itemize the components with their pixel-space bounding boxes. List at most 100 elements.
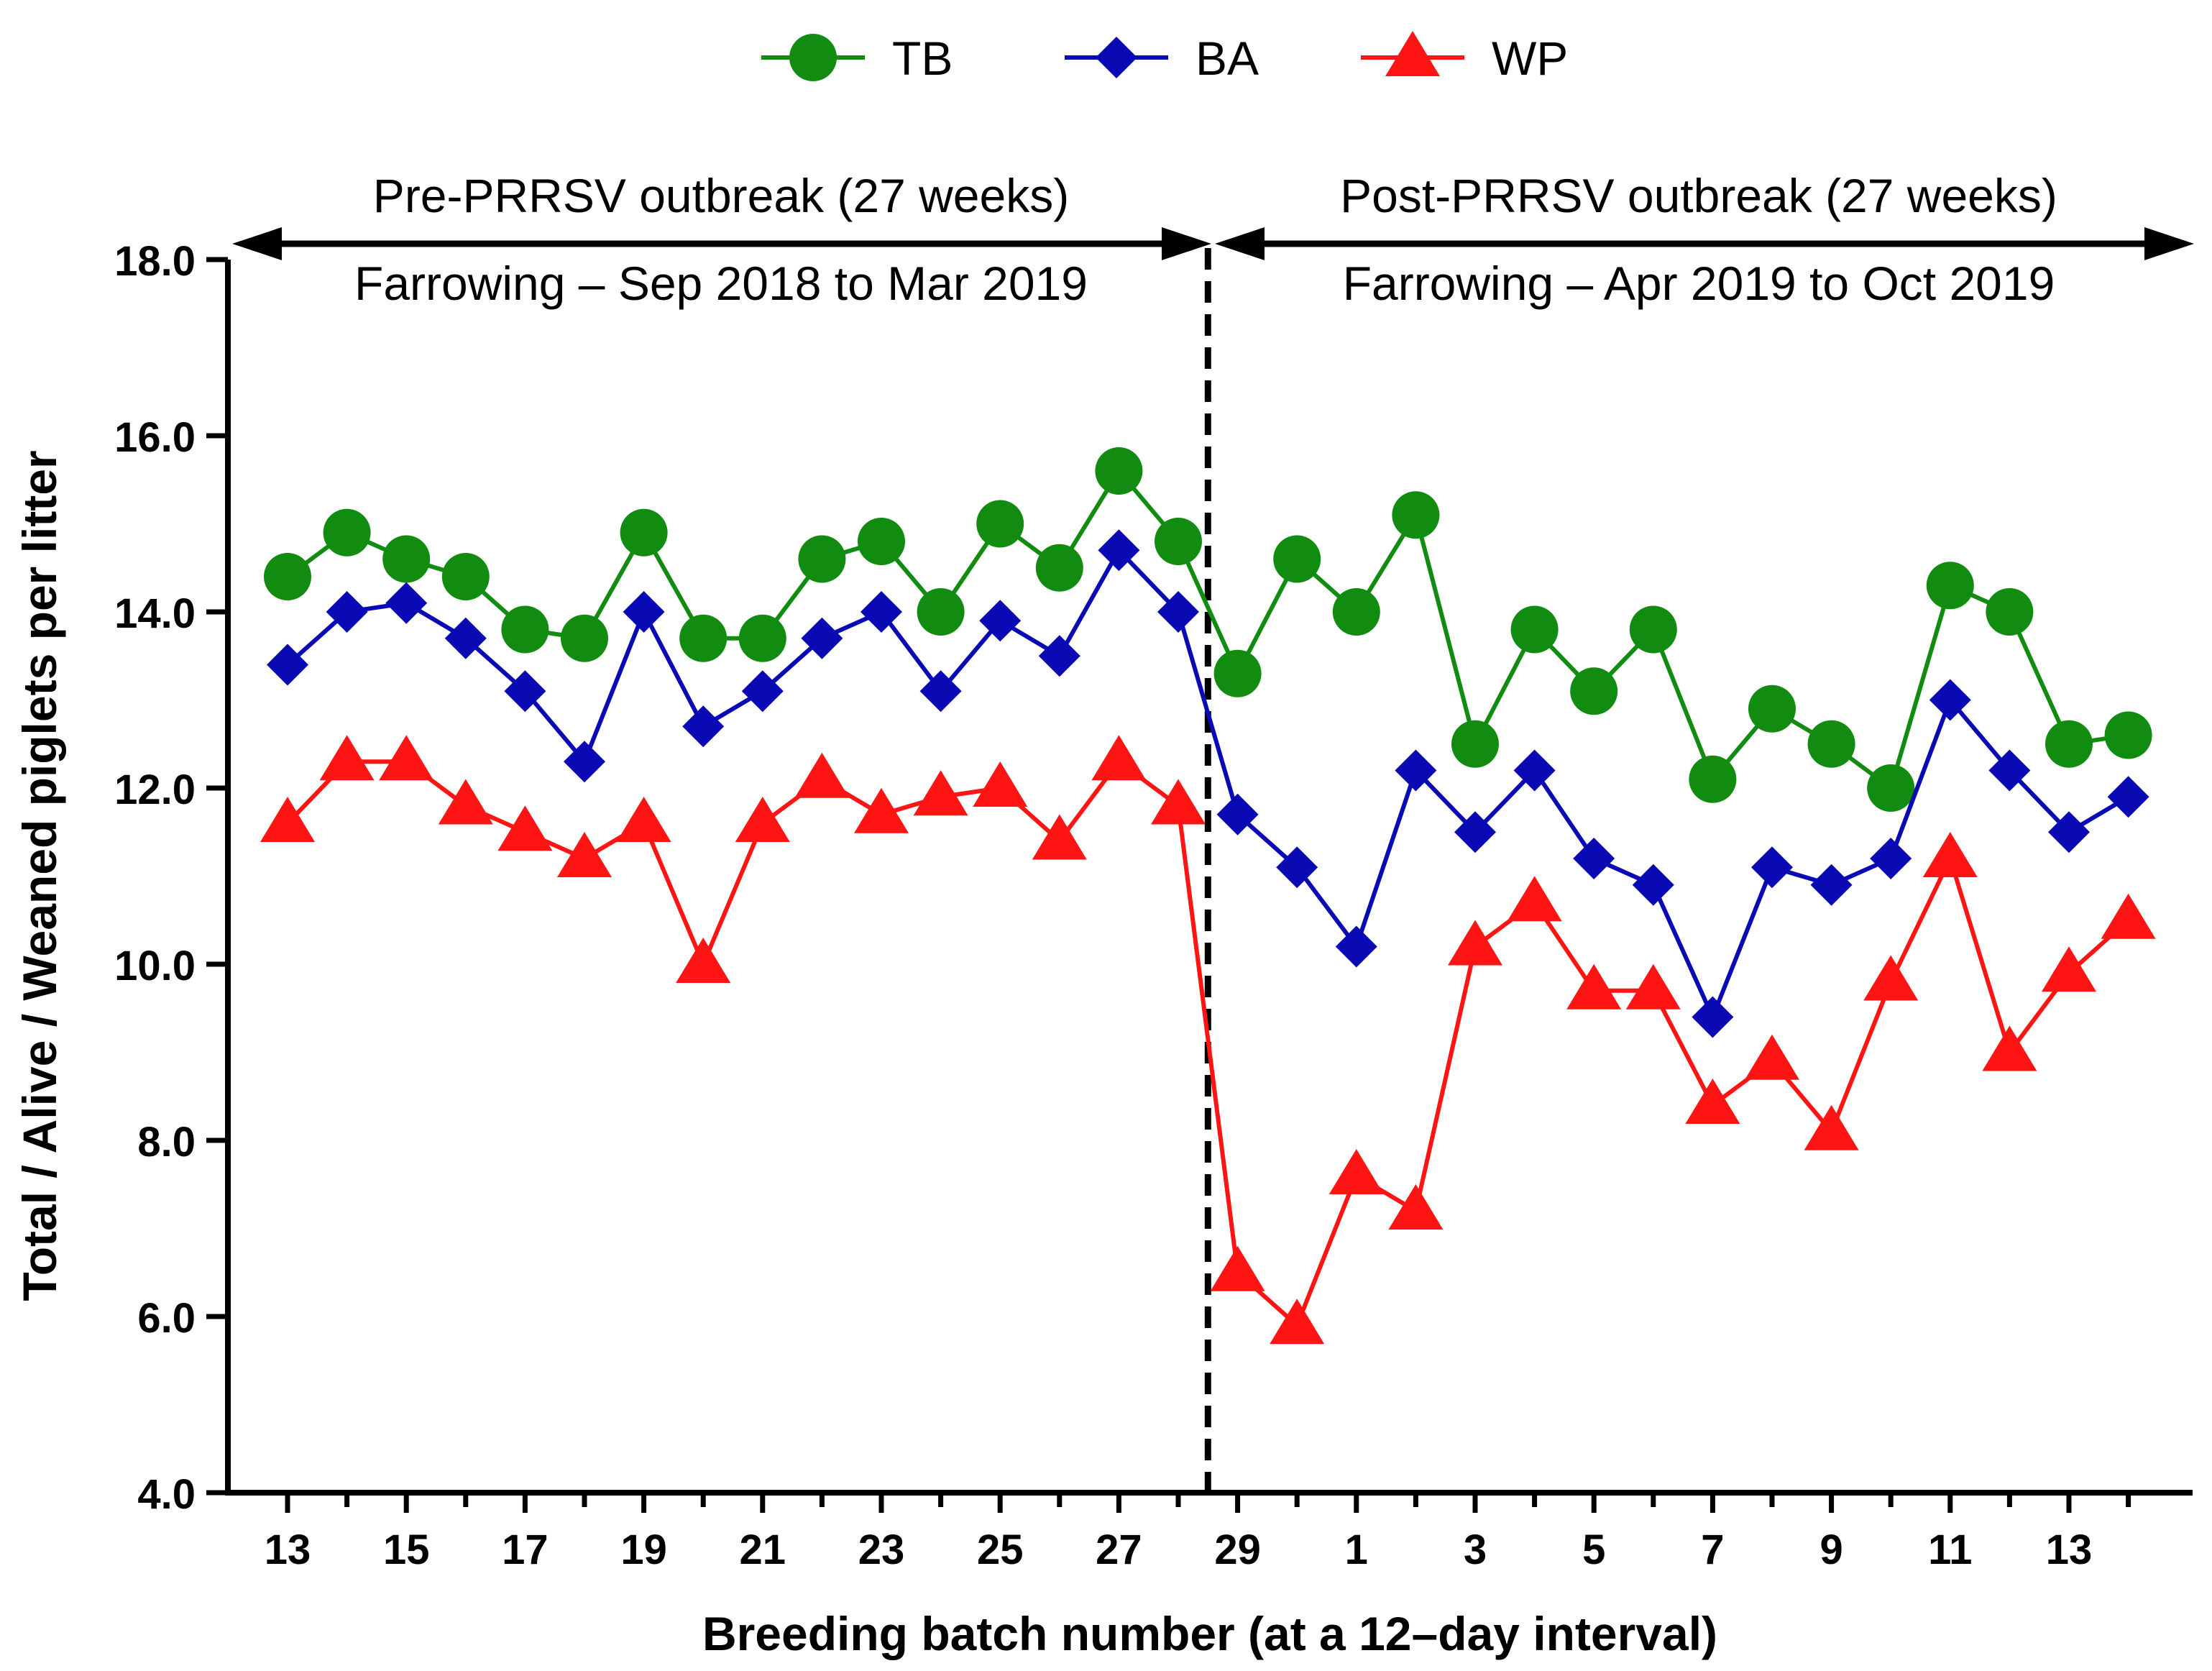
data-point-wp bbox=[1863, 955, 1919, 1001]
data-point-ba bbox=[682, 705, 725, 748]
data-point-wp bbox=[1685, 1079, 1740, 1124]
data-point-ba bbox=[1870, 838, 1912, 879]
data-point-wp bbox=[913, 770, 968, 816]
data-point-tb bbox=[1807, 720, 1855, 768]
data-point-ba bbox=[1692, 996, 1734, 1038]
data-point-tb bbox=[1748, 685, 1796, 733]
data-point-wp bbox=[1625, 963, 1681, 1010]
data-point-wp bbox=[973, 761, 1028, 807]
legend-label: BA bbox=[1196, 32, 1259, 85]
data-point-wp bbox=[1922, 832, 1978, 877]
data-point-wp bbox=[676, 938, 731, 983]
data-point-ba bbox=[623, 591, 665, 633]
data-point-tb bbox=[1689, 755, 1737, 803]
data-point-wp bbox=[379, 735, 434, 781]
pre-outbreak-title: Pre-PRRSV outbreak (27 weeks) bbox=[373, 169, 1069, 222]
data-point-wp bbox=[1270, 1299, 1325, 1345]
data-point-wp bbox=[438, 779, 493, 825]
data-point-tb bbox=[382, 535, 431, 583]
data-point-wp bbox=[854, 787, 909, 833]
data-point-ba bbox=[326, 591, 368, 633]
data-point-tb bbox=[1926, 562, 1974, 610]
data-point-ba bbox=[1573, 838, 1615, 879]
data-point-tb bbox=[1510, 605, 1559, 654]
data-point-wp bbox=[1210, 1245, 1265, 1291]
data-point-tb bbox=[264, 553, 311, 600]
data-point-ba bbox=[564, 741, 605, 783]
x-tick-label: 1 bbox=[1345, 1526, 1368, 1573]
x-tick-label: 5 bbox=[1582, 1526, 1605, 1573]
post-outbreak-title: Post-PRRSV outbreak (27 weeks) bbox=[1340, 169, 2057, 222]
data-point-tb bbox=[1451, 720, 1499, 768]
data-point-wp bbox=[557, 832, 612, 877]
data-point-ba bbox=[1216, 793, 1259, 836]
x-tick-label: 23 bbox=[858, 1526, 905, 1573]
data-point-tb bbox=[561, 614, 608, 662]
x-axis-ticks: 13 15 17 19 21 23 25 27 29 1 3 5 7 9 11 13 bbox=[265, 1493, 2131, 1573]
x-tick-label: 19 bbox=[620, 1526, 667, 1573]
data-point-tb bbox=[1986, 588, 2034, 636]
post-outbreak-arrow-left-head bbox=[1215, 227, 1265, 260]
data-point-tb bbox=[917, 588, 965, 636]
data-point-ba bbox=[919, 670, 962, 713]
legend-label: WP bbox=[1492, 32, 1568, 85]
data-point-tb bbox=[858, 518, 905, 565]
data-point-wp bbox=[616, 797, 671, 842]
data-point-ba bbox=[1098, 529, 1140, 572]
x-tick-label: 13 bbox=[265, 1526, 311, 1573]
legend: TB BA WP bbox=[761, 31, 1568, 85]
y-tick-label: 8.0 bbox=[137, 1119, 196, 1166]
data-point-tb bbox=[2104, 711, 2152, 759]
data-point-tb bbox=[1273, 535, 1321, 583]
legend-marker-circle bbox=[789, 34, 837, 81]
x-tick-label: 7 bbox=[1701, 1526, 1724, 1573]
data-point-ba bbox=[1276, 846, 1318, 889]
data-point-wp bbox=[2101, 893, 2156, 939]
data-point-wp bbox=[497, 805, 553, 851]
data-point-ba bbox=[444, 617, 487, 659]
x-tick-label: 15 bbox=[383, 1526, 430, 1573]
x-tick-label: 9 bbox=[1819, 1526, 1842, 1573]
data-point-ba bbox=[1929, 679, 1971, 721]
data-point-tb bbox=[1392, 491, 1440, 539]
data-point-ba bbox=[2048, 811, 2090, 853]
post-outbreak-subtitle: Farrowing – Apr 2019 to Oct 2019 bbox=[1343, 257, 2055, 310]
data-point-tb bbox=[2045, 720, 2093, 768]
data-point-tb bbox=[441, 553, 490, 600]
data-point-tb bbox=[679, 614, 728, 662]
data-series bbox=[260, 447, 2156, 1345]
x-tick-label: 25 bbox=[977, 1526, 1024, 1573]
data-point-tb bbox=[1332, 588, 1380, 636]
data-point-wp bbox=[1507, 876, 1562, 922]
data-point-wp bbox=[794, 752, 850, 798]
x-tick-label: 17 bbox=[502, 1526, 549, 1573]
data-point-wp bbox=[260, 797, 315, 842]
data-point-ba bbox=[267, 644, 308, 686]
legend-item-wp: WP bbox=[1361, 31, 1568, 85]
x-tick-label: 3 bbox=[1464, 1526, 1487, 1573]
legend-marker-triangle bbox=[1385, 31, 1440, 76]
legend-marker-diamond bbox=[1096, 37, 1137, 78]
data-point-wp bbox=[1982, 1025, 2037, 1071]
data-point-ba bbox=[2107, 776, 2149, 818]
pre-outbreak-arrow-left-head bbox=[232, 227, 282, 260]
x-tick-label: 21 bbox=[740, 1526, 786, 1573]
data-point-ba bbox=[801, 617, 843, 659]
data-point-tb bbox=[501, 605, 549, 654]
data-point-ba bbox=[1632, 864, 1674, 906]
data-point-tb bbox=[1213, 649, 1262, 697]
y-tick-label: 14.0 bbox=[114, 590, 196, 637]
x-axis-label: Breeding batch number (at a 12–day inter… bbox=[702, 1607, 1717, 1660]
post-outbreak-arrow-right-head bbox=[2144, 227, 2194, 260]
data-point-wp bbox=[1091, 735, 1147, 781]
series-wp bbox=[260, 735, 2156, 1345]
data-point-wp bbox=[735, 797, 790, 842]
data-point-ba bbox=[1751, 846, 1793, 889]
legend-item-tb: TB bbox=[761, 32, 953, 85]
data-point-wp bbox=[1151, 779, 1206, 825]
data-point-tb bbox=[976, 500, 1024, 548]
x-tick-label: 13 bbox=[2046, 1526, 2093, 1573]
data-point-tb bbox=[1155, 518, 1202, 565]
data-point-ba bbox=[1395, 749, 1437, 792]
